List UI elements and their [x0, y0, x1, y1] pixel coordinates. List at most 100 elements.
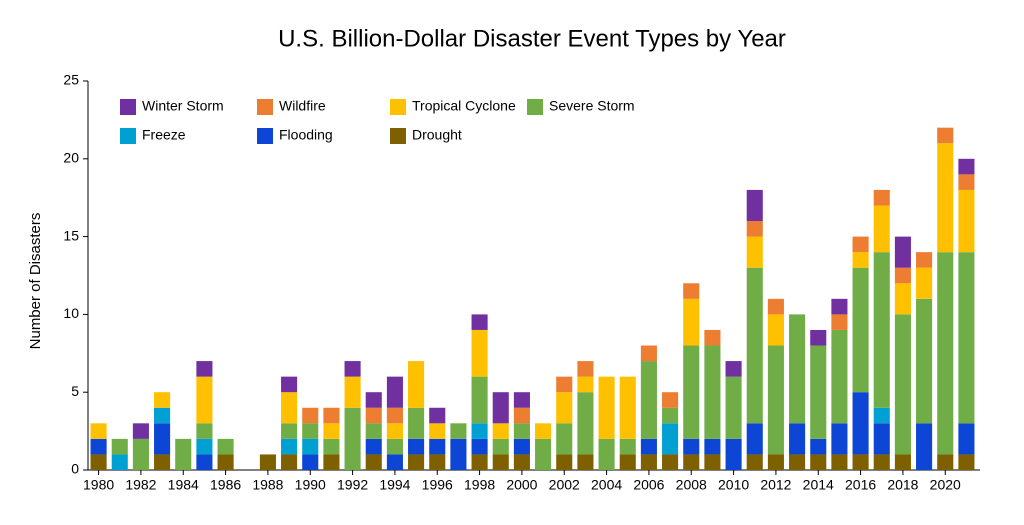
bar-segment	[767, 345, 784, 455]
bar-segment	[577, 376, 594, 393]
bar-segment	[640, 361, 657, 439]
legend-swatch	[120, 128, 136, 144]
bar-segment	[196, 438, 213, 455]
bar-segment	[916, 423, 933, 470]
bar-segment	[556, 423, 573, 455]
bar-segment	[132, 423, 149, 439]
bar-segment	[175, 438, 192, 470]
bar-segment	[535, 423, 552, 439]
bar-segment	[810, 329, 827, 346]
bar-segment	[619, 454, 636, 470]
y-axis-label: Number of Disasters	[27, 213, 44, 350]
bar-segment	[196, 423, 213, 439]
bar-segment	[873, 407, 890, 424]
bar-segment	[365, 423, 382, 439]
bar-segment	[281, 376, 298, 393]
bar-segment	[746, 189, 763, 222]
bar-segment	[408, 438, 425, 455]
bar-segment	[344, 361, 361, 377]
bar-segment	[513, 423, 530, 439]
bar-segment	[513, 454, 530, 470]
bar-segment	[513, 407, 530, 424]
x-tick-label: 2016	[845, 477, 876, 493]
x-tick-label: 2020	[930, 477, 961, 493]
bar-segment	[873, 205, 890, 253]
bar-segment	[471, 314, 488, 330]
bar-segment	[873, 423, 890, 455]
y-tick-label: 20	[63, 150, 79, 166]
bar-segment	[958, 423, 975, 455]
bar-segment	[810, 345, 827, 439]
bar-segment	[704, 438, 721, 455]
bar-segment	[746, 454, 763, 470]
bar-segment	[281, 423, 298, 439]
bar-segment	[323, 438, 340, 455]
bar-segment	[619, 438, 636, 455]
bar-segment	[704, 329, 721, 346]
bar-segment	[683, 454, 700, 470]
bar-segment	[302, 407, 319, 424]
x-tick-label: 1982	[125, 477, 156, 493]
bar-segment	[450, 423, 467, 439]
bar-segment	[471, 454, 488, 470]
x-tick-label: 2002	[549, 477, 580, 493]
bar-segment	[810, 438, 827, 455]
bar-segment	[577, 454, 594, 470]
bar-segment	[408, 407, 425, 439]
x-tick-label: 1986	[210, 477, 241, 493]
x-tick-label: 1994	[379, 477, 410, 493]
bar-segment	[323, 407, 340, 424]
bar-segment	[386, 454, 403, 470]
bar-segment	[598, 376, 615, 439]
chart-title: U.S. Billion-Dollar Disaster Event Types…	[278, 25, 786, 52]
bar-segment	[365, 438, 382, 455]
bar-segment	[281, 392, 298, 424]
x-tick-label: 2014	[803, 477, 834, 493]
bar-segment	[767, 314, 784, 346]
x-tick-label: 1980	[83, 477, 114, 493]
x-tick-label: 1992	[337, 477, 368, 493]
bar-segment	[852, 267, 869, 393]
bar-segment	[746, 236, 763, 268]
bar-segment	[386, 438, 403, 455]
bar-segment	[852, 392, 869, 455]
bar-segment	[789, 454, 806, 470]
bar-segment	[767, 298, 784, 315]
bar-segment	[894, 314, 911, 455]
bar-segment	[958, 454, 975, 470]
bar-segment	[386, 423, 403, 439]
y-tick-label: 5	[71, 383, 79, 399]
x-tick-label: 2018	[887, 477, 918, 493]
x-tick-label: 1996	[422, 477, 453, 493]
bar-segment	[429, 438, 446, 455]
bar-segment	[154, 407, 171, 424]
x-tick-label: 1990	[295, 477, 326, 493]
bar-segment	[725, 438, 742, 470]
bar-segment	[429, 454, 446, 470]
bar-segment	[746, 423, 763, 455]
bar-segment	[556, 392, 573, 424]
bar-segment	[154, 392, 171, 408]
x-tick-label: 2010	[718, 477, 749, 493]
x-tick-label: 2004	[591, 477, 622, 493]
bar-segment	[408, 454, 425, 470]
bar-segment	[429, 407, 446, 424]
bar-segment	[196, 454, 213, 470]
bar-segment	[831, 329, 848, 424]
bar-segment	[471, 438, 488, 455]
bar-segment	[196, 376, 213, 424]
bar-segment	[662, 407, 679, 424]
bar-segment	[492, 423, 509, 439]
bar-segment	[937, 127, 954, 144]
bar-segment	[365, 392, 382, 408]
bar-segment	[852, 236, 869, 253]
bar-segment	[429, 423, 446, 439]
bar-segment	[513, 392, 530, 408]
bar-segment	[937, 143, 954, 253]
bar-segment	[217, 454, 234, 470]
x-tick-label: 2006	[633, 477, 664, 493]
bar-segment	[196, 361, 213, 377]
bar-segment	[90, 423, 107, 439]
x-tick-label: 2008	[676, 477, 707, 493]
